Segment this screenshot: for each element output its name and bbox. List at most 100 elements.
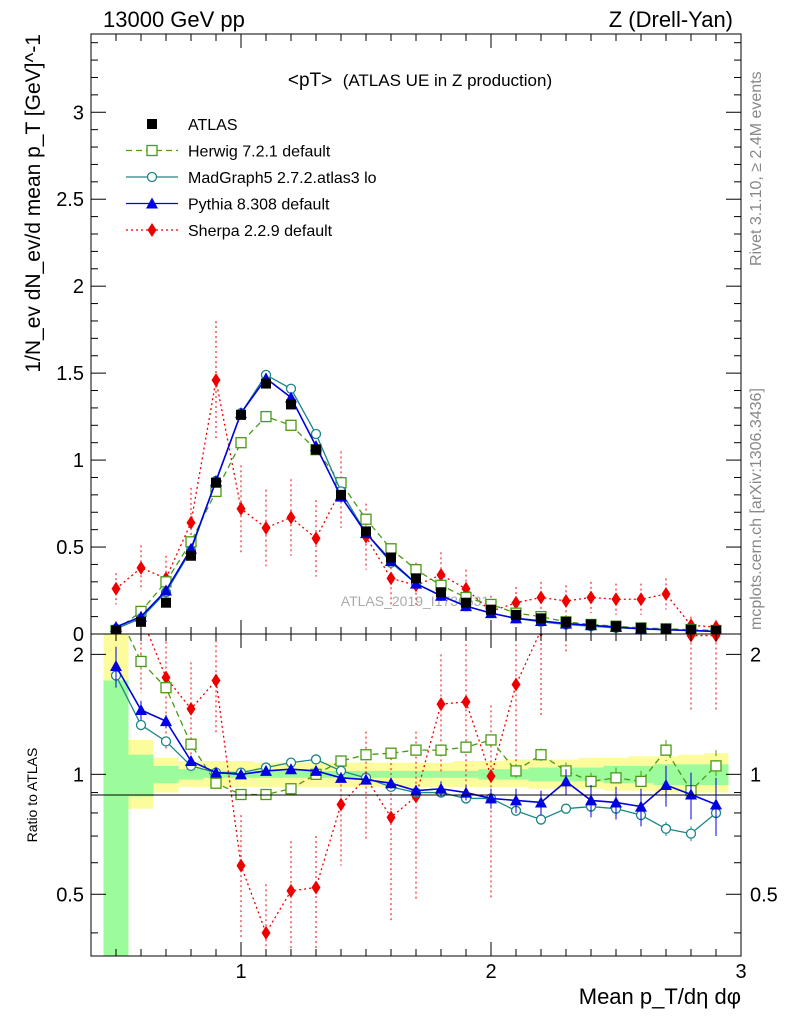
data-point [461, 597, 471, 608]
data-point [586, 590, 596, 605]
ratio-point [260, 764, 272, 776]
data-point [561, 593, 571, 608]
data-point [186, 550, 196, 561]
y-axis-label: 1/N_ev dN_ev/d mean p_T [GeV]^-1 [22, 34, 45, 373]
data-point [636, 592, 646, 607]
ratio-point [360, 749, 372, 761]
ratio-point [410, 784, 422, 796]
ratio-point [261, 925, 271, 940]
ratio-point [185, 738, 197, 750]
data-point [361, 526, 371, 537]
ratio-point [186, 701, 196, 716]
data-point [311, 531, 321, 546]
legend: ATLAS Herwig 7.2.1 default MadGraph5 2.7.2… [126, 117, 377, 240]
data-point [611, 621, 621, 632]
data-point [486, 604, 496, 615]
ratio-point [436, 697, 446, 712]
ratio-point [461, 694, 471, 709]
main-lines [110, 320, 722, 634]
data-point [536, 613, 546, 624]
y-tick-label: 1.5 [56, 363, 84, 385]
data-point [661, 587, 671, 601]
data-point [286, 510, 296, 525]
ratio-series-herwig-7-2-1-default [127, 634, 722, 807]
ratio-point [360, 773, 372, 785]
data-point [111, 581, 121, 596]
x-tick-label: 1 [235, 961, 246, 983]
ratio-series-sherpa-2-2-9-default [140, 634, 721, 956]
ratio-point [161, 670, 171, 685]
ratio-point [460, 741, 472, 753]
ratio-y-tick-label-right: 0.5 [750, 884, 778, 906]
data-point [235, 437, 247, 449]
ratio-point [660, 744, 672, 756]
ratio-point [510, 765, 522, 777]
data-point [386, 571, 396, 586]
ratio-point [185, 755, 197, 767]
data-point [386, 552, 396, 563]
ratio-point [286, 883, 296, 898]
ratio-point [310, 754, 322, 765]
data-point [410, 564, 422, 576]
data-point [336, 489, 346, 500]
legend-item-sherpa-2-2-9-default: Sherpa 2.2.9 default [126, 223, 333, 240]
ratio-point [235, 768, 247, 780]
ratio-point [535, 796, 547, 808]
data-point [261, 378, 271, 389]
ratio-point [585, 775, 597, 788]
band-inner [153, 765, 179, 784]
ratio-point [485, 792, 497, 804]
legend-item-madgraph5-2-7-2-atlas3-lo: MadGraph5 2.7.2.atlas3 lo [126, 170, 377, 187]
ratio-point [385, 747, 397, 759]
data-point [236, 501, 246, 516]
y-tick-label: 3 [73, 102, 84, 124]
header-left: 13000 GeV pp [103, 7, 245, 32]
ratio-y-tick-label-right: 1 [750, 764, 761, 786]
band-inner [528, 767, 554, 782]
mcplots-label: mcplots.cern.ch [arXiv:1306.3436] [748, 388, 765, 630]
ratio-point [285, 763, 297, 775]
ratio-point [535, 749, 547, 761]
band-inner [103, 680, 129, 956]
data-point [186, 515, 196, 530]
ratio-point [410, 744, 422, 756]
ratio-point [335, 755, 347, 767]
legend-marker [147, 223, 157, 237]
ratio-point [236, 858, 246, 873]
data-point [611, 592, 621, 607]
y-tick-label: 2 [73, 276, 84, 298]
ratio-point [110, 660, 122, 672]
ratio-point [435, 744, 447, 756]
ratio-point [660, 779, 672, 791]
data-point [285, 419, 297, 431]
data-point [561, 616, 571, 627]
data-point [160, 584, 172, 596]
legend-item-herwig-7-2-1-default: Herwig 7.2.1 default [126, 144, 331, 161]
data-point [211, 477, 221, 488]
data-point [310, 428, 322, 440]
plot-title-note: (ATLAS UE in Z production) [343, 71, 552, 90]
watermark: ATLAS_2019_I1736531 [341, 593, 490, 609]
ratio-point [335, 771, 347, 783]
data-point [411, 573, 421, 584]
plot-title-main: <pT> [288, 70, 332, 91]
ratio-point [585, 794, 597, 806]
data-point [161, 597, 171, 608]
ratio-point [210, 766, 222, 778]
data-point [511, 595, 521, 610]
band-inner [403, 770, 429, 778]
y-tick-label: 0.5 [56, 537, 84, 559]
rivet-label: Rivet 3.1.10, ≥ 2.4M events [748, 71, 765, 266]
ratio-point [511, 677, 521, 692]
ratio-point [285, 783, 297, 795]
y-tick-label: 2.5 [56, 189, 84, 211]
ratio-point [310, 764, 322, 776]
data-point [211, 373, 221, 388]
x-tick-label: 3 [735, 961, 746, 983]
data-point [260, 410, 272, 423]
data-point [261, 520, 271, 535]
ratio-point [635, 775, 647, 788]
y-tick-label: 1 [73, 450, 84, 472]
ratio-point [135, 655, 147, 668]
legend-label: Herwig 7.2.1 default [188, 144, 331, 161]
